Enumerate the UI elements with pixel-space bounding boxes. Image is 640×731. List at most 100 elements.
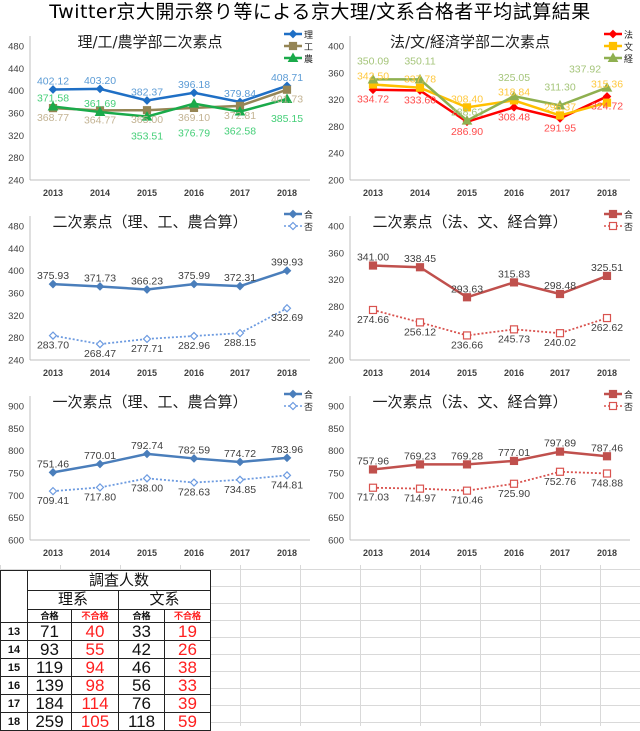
data-label: 777.01 [498, 447, 530, 459]
data-point [602, 469, 612, 478]
x-tick-label: 2016 [504, 368, 524, 378]
x-tick-label: 2017 [550, 188, 570, 198]
series-line [372, 78, 608, 123]
data-point [48, 331, 58, 340]
table-row: 13 71 40 33 19 [0, 622, 211, 641]
page-title: Twitter京大開示祭り等による京大理/文系合格者平均試算結果 [49, 1, 591, 23]
data-label: 315.83 [498, 268, 530, 280]
data-point [95, 459, 105, 469]
y-tick-label: 240 [8, 356, 24, 367]
legend-label: 法 [624, 29, 633, 41]
data-label: 337.92 [569, 64, 601, 76]
data-point [509, 278, 519, 287]
data-point [189, 88, 199, 98]
chart-title: 理/工/農学部二次素点 [77, 33, 222, 51]
legend-item: 合 [284, 389, 313, 401]
line-chart: 200 240 280 320 360 400 2013 2014 2015 2016 2017 20… [328, 209, 633, 378]
data-label: 364.77 [84, 114, 116, 126]
data-label: 769.28 [451, 450, 483, 462]
corner-cell [0, 570, 28, 623]
data-label: 717.03 [357, 492, 389, 504]
series-line [372, 264, 608, 299]
legend-marker [288, 389, 298, 399]
data-label: 337.78 [404, 74, 436, 86]
data-label: 366.23 [131, 276, 163, 288]
data-label: 375.93 [37, 270, 69, 282]
data-label: 361.69 [84, 98, 116, 110]
data-label: 769.23 [404, 450, 436, 462]
data-point [235, 457, 245, 467]
data-point [555, 447, 565, 456]
data-point [95, 282, 105, 291]
data-label: 738.00 [131, 482, 163, 494]
x-tick-label: 2017 [550, 548, 570, 558]
legend-label: 否 [304, 402, 313, 413]
x-tick-label: 2014 [410, 548, 430, 558]
legend-item: 文 [604, 41, 633, 53]
y-tick-label: 600 [328, 536, 344, 547]
data-label: 757.96 [357, 455, 389, 467]
y-tick-label: 900 [8, 402, 24, 413]
x-tick-label: 2013 [363, 368, 383, 378]
data-point [142, 334, 152, 344]
data-label: 399.93 [271, 257, 303, 269]
series-合 [368, 261, 612, 302]
data-point [602, 313, 612, 323]
y-tick-label: 280 [8, 153, 24, 164]
data-point [415, 318, 425, 327]
series-line [52, 84, 288, 104]
data-point [601, 82, 613, 92]
legend-item: 農 [284, 52, 313, 65]
data-point [509, 325, 519, 334]
data-point [509, 456, 519, 466]
y-tick-label: 600 [8, 536, 24, 547]
x-tick-label: 2018 [597, 188, 617, 198]
data-label: 288.15 [224, 337, 256, 349]
data-label: 382.37 [131, 87, 163, 99]
data-label: 372.31 [224, 272, 256, 284]
data-label: 408.71 [271, 72, 303, 84]
data-point [188, 98, 200, 108]
legend-item: 法 [604, 29, 633, 41]
data-point [189, 478, 199, 487]
series-line [372, 450, 608, 471]
chart-panel: 240 280 320 360 400 440 480 2013 2014 2015 2016 201… [0, 25, 320, 205]
data-point [234, 106, 246, 116]
pass-count: 184 [27, 694, 72, 713]
data-point [48, 467, 58, 477]
data-label: 333.60 [404, 94, 436, 106]
data-label: 401.73 [271, 94, 303, 106]
x-tick-label: 2015 [137, 188, 157, 198]
data-label: 782.59 [178, 444, 210, 456]
series-否 [48, 470, 292, 496]
table-title: 調査人数 [27, 570, 211, 591]
chart-title: 二次素点（法、文、経合算） [372, 213, 567, 231]
chart-panel: 600 650 700 750 800 850 900 2013 2014 2015 2016 201… [320, 385, 640, 565]
data-label: 286.90 [451, 126, 483, 138]
data-label: 372.81 [224, 110, 256, 122]
legend-marker [287, 52, 299, 62]
series-経 [367, 73, 613, 125]
subheader-pass: 合格 [27, 609, 72, 623]
y-tick-label: 200 [328, 176, 344, 187]
y-tick-label: 480 [8, 222, 24, 233]
legend-item: 理 [284, 29, 313, 41]
data-point [367, 73, 379, 84]
data-labels: 402.12 403.20 382.37 396.18 379.84 408.71 368.… [37, 72, 303, 143]
data-point [189, 454, 199, 463]
data-label: 325.05 [498, 72, 530, 84]
y-tick-label: 650 [328, 513, 344, 524]
legend-marker [608, 389, 618, 399]
pass-count: 71 [27, 622, 72, 641]
data-label: 311.30 [544, 81, 575, 93]
x-tick-label: 2018 [597, 548, 617, 558]
chart-title: 法/文/経済学部二次素点 [390, 33, 550, 51]
fail-count: 98 [71, 676, 119, 695]
x-tick-label: 2014 [410, 188, 430, 198]
legend-item: 工 [284, 41, 313, 53]
legend-item: 合 [604, 389, 633, 401]
data-point [555, 467, 565, 476]
x-tick-label: 2018 [277, 368, 297, 378]
data-label: 748.88 [591, 478, 623, 490]
data-point [189, 331, 199, 341]
